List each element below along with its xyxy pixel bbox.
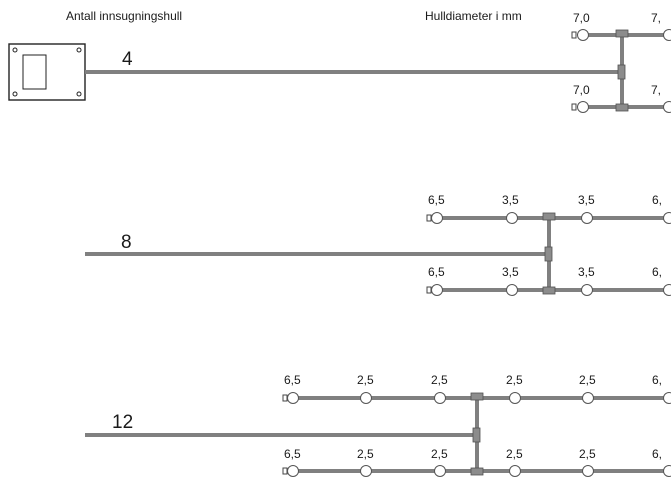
hole-diameter-label: 2,5 [506, 373, 523, 387]
hole-diameter-label: 7,0 [573, 83, 590, 97]
suction-hole-icon [664, 285, 671, 296]
hole-diameter-label: 3,5 [502, 265, 519, 279]
suction-hole-icon [361, 466, 372, 477]
tee-junction-icon [471, 468, 483, 475]
suction-hole-icon [435, 466, 446, 477]
hole-diameter-label: 6,5 [284, 447, 301, 461]
end-cap-icon [427, 215, 431, 221]
tee-junction-icon [471, 393, 483, 400]
suction-hole-icon [361, 393, 372, 404]
hole-count-label: 12 [112, 412, 133, 433]
hole-diameter-label: 2,5 [357, 373, 374, 387]
suction-hole-icon [507, 285, 518, 296]
tee-junction-icon [543, 287, 555, 294]
hole-diameter-label: 2,5 [506, 447, 523, 461]
configuration-4-holes: 4 7,0 7, 7,0 7, [85, 11, 671, 113]
suction-hole-icon [288, 466, 299, 477]
suction-hole-icon [583, 466, 594, 477]
detector-unit-icon [9, 44, 85, 100]
hole-diameter-label: 2,5 [431, 447, 448, 461]
suction-hole-icon [432, 213, 443, 224]
suction-hole-icon [578, 102, 589, 113]
hole-diameter-label: 2,5 [431, 373, 448, 387]
suction-hole-icon [664, 466, 671, 477]
suction-hole-icon [507, 213, 518, 224]
end-cap-icon [572, 32, 576, 38]
suction-hole-icon [288, 393, 299, 404]
tee-junction-icon [616, 30, 628, 37]
hole-diameter-label: 6, [652, 193, 662, 207]
end-cap-icon [283, 468, 287, 474]
hole-diameter-label: 3,5 [578, 193, 595, 207]
suction-hole-icon [582, 285, 593, 296]
tee-junction-icon [473, 428, 480, 442]
suction-hole-icon [510, 393, 521, 404]
header-hole-count-label: Antall innsugningshull [66, 9, 182, 23]
tee-junction-icon [545, 247, 552, 261]
tee-junction-icon [618, 65, 625, 79]
hole-diameter-label: 6,5 [428, 265, 445, 279]
suction-hole-icon [582, 213, 593, 224]
hole-diameter-label: 7, [651, 83, 661, 97]
hole-diameter-label: 7, [651, 11, 661, 25]
hole-count-label: 8 [121, 232, 132, 253]
suction-hole-icon [578, 30, 589, 41]
suction-hole-icon [510, 466, 521, 477]
configuration-8-holes: 8 6,5 3,5 3,5 6, 6,5 3,5 3,5 6, [85, 193, 671, 296]
header-diameter-label: Hulldiameter i mm [425, 9, 522, 23]
hole-diameter-label: 7,0 [573, 11, 590, 25]
suction-hole-icon [583, 393, 594, 404]
hole-diameter-label: 6, [652, 373, 662, 387]
hole-diameter-label: 6,5 [284, 373, 301, 387]
suction-hole-icon [432, 285, 443, 296]
hole-diameter-label: 2,5 [579, 447, 596, 461]
configuration-12-holes: 12 6,5 2,5 2,5 2,5 2,5 6, 6,5 2,5 2,5 2,… [85, 373, 671, 477]
end-cap-icon [572, 104, 576, 110]
suction-hole-icon [664, 102, 671, 113]
hole-diameter-label: 6,5 [428, 193, 445, 207]
end-cap-icon [283, 395, 287, 401]
hole-diameter-label: 2,5 [357, 447, 374, 461]
hole-diameter-label: 2,5 [579, 373, 596, 387]
hole-diameter-label: 3,5 [502, 193, 519, 207]
end-cap-icon [427, 287, 431, 293]
suction-hole-icon [664, 213, 671, 224]
suction-hole-icon [435, 393, 446, 404]
hole-diameter-label: 3,5 [578, 265, 595, 279]
tee-junction-icon [543, 213, 555, 220]
suction-hole-icon [664, 30, 671, 41]
hole-diameter-label: 6, [652, 447, 662, 461]
suction-hole-icon [664, 393, 671, 404]
tee-junction-icon [616, 104, 628, 111]
hole-diameter-label: 6, [652, 265, 662, 279]
hole-count-label: 4 [122, 49, 133, 70]
